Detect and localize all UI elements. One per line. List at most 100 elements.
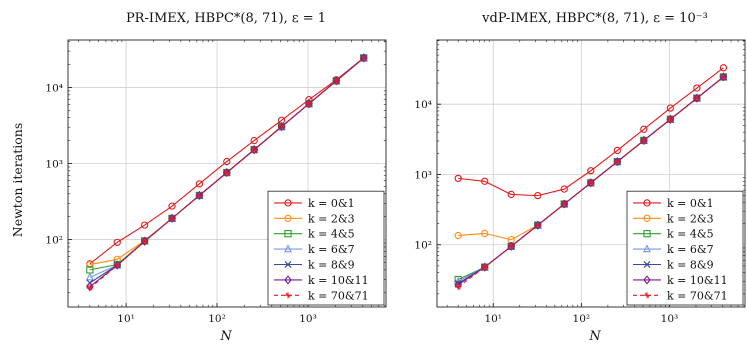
legend-label: k = 70&71 — [308, 289, 369, 302]
legend-entry: k = 8&9 — [633, 259, 714, 272]
series-0 — [454, 64, 728, 200]
data-point — [222, 168, 231, 178]
data-point — [278, 123, 285, 130]
legend-label: k = 4&5 — [667, 228, 714, 241]
left-chart-panel: PR-IMEX, HBPC*(8, 71), ε = 1 N Newton it… — [10, 11, 387, 344]
legend-entry: k = 2&3 — [633, 212, 714, 225]
data-point — [640, 137, 647, 144]
legend-entry: k = 6&7 — [633, 243, 714, 256]
legend-entry: k = 4&5 — [633, 228, 714, 241]
data-point — [533, 220, 542, 230]
data-point — [719, 72, 728, 82]
legend-entry: k = 4&5 — [274, 228, 355, 241]
data-point — [693, 93, 701, 103]
legend-entry: k = 10&11 — [633, 274, 728, 287]
data-point — [85, 272, 94, 281]
legend-marker — [284, 292, 292, 299]
x-axis-label: N — [219, 329, 232, 344]
data-point — [195, 190, 204, 201]
data-point — [141, 238, 148, 245]
legend-label: k = 6&7 — [667, 243, 714, 256]
data-point — [561, 200, 568, 208]
data-point — [507, 241, 516, 251]
data-point — [613, 146, 621, 155]
legend-marker — [643, 214, 651, 222]
data-point — [223, 157, 231, 166]
legend-label: k = 8&9 — [667, 259, 714, 272]
x-tick-label: 10¹ — [117, 313, 135, 325]
legend-marker — [643, 260, 651, 269]
legend-entry: k = 0&1 — [274, 197, 355, 210]
data-point — [168, 215, 176, 222]
data-point — [223, 169, 230, 176]
legend-box — [626, 190, 744, 306]
data-point — [614, 158, 621, 165]
x-tick-label: 10³ — [299, 313, 317, 325]
x-tick-label: 10¹ — [484, 313, 502, 325]
chart-title: PR-IMEX, HBPC*(8, 71), ε = 1 — [126, 11, 326, 26]
data-point — [454, 174, 462, 183]
x-axis-label: N — [588, 329, 601, 344]
data-point — [305, 100, 313, 107]
data-point — [481, 264, 488, 271]
plot-frame — [67, 39, 387, 308]
data-point — [113, 238, 121, 246]
data-point — [560, 185, 568, 193]
data-point — [693, 84, 701, 92]
y-tick-label: 10³ — [414, 169, 432, 181]
data-point — [168, 202, 176, 210]
data-point — [250, 136, 258, 145]
series-6 — [86, 54, 367, 292]
legend: k = 0&1 k = 2&3 k = 4&5 k = 6&7 k = 8&9 k = 1… — [267, 190, 385, 306]
x-tick-label: 10² — [573, 313, 591, 325]
data-point — [481, 177, 489, 185]
legend-entry: k = 8&9 — [274, 259, 355, 272]
legend-label: k = 2&3 — [667, 212, 714, 225]
data-point — [86, 260, 94, 269]
right-chart-panel: vdP-IMEX, HBPC*(8, 71), ε = 10⁻³ N 10¹ 10… — [414, 11, 746, 344]
data-point — [720, 73, 727, 81]
chart-title: vdP-IMEX, HBPC*(8, 71), ε = 10⁻³ — [481, 11, 708, 26]
data-point — [168, 213, 176, 223]
data-point — [534, 191, 542, 200]
data-point — [114, 262, 121, 269]
legend-marker — [643, 275, 651, 285]
legend-label: k = 6&7 — [308, 243, 355, 256]
data-point — [587, 167, 595, 175]
y-axis-label: Newton iterations — [10, 123, 25, 237]
legend-entry: k = 0&1 — [633, 197, 714, 210]
legend-label: k = 10&11 — [308, 274, 369, 287]
legend-label: k = 8&9 — [308, 259, 355, 272]
legend-marker — [643, 230, 651, 238]
legend-label: k = 0&1 — [308, 197, 355, 210]
y-tick-label: 10² — [414, 240, 432, 252]
data-point — [196, 192, 203, 199]
legend-entry: k = 70&71 — [633, 289, 728, 302]
data-point — [666, 104, 675, 112]
data-point — [195, 180, 204, 188]
data-point — [534, 222, 541, 229]
data-point — [667, 116, 674, 123]
plot-frame — [436, 39, 746, 308]
legend-marker — [284, 260, 292, 269]
data-point — [719, 64, 728, 72]
data-point — [454, 231, 462, 240]
x-tick-label: 10³ — [661, 313, 679, 325]
data-point — [360, 54, 367, 62]
legend-entry: k = 2&3 — [274, 212, 355, 225]
legend-label: k = 4&5 — [308, 228, 355, 241]
legend-marker — [284, 275, 292, 285]
data-point — [507, 190, 515, 199]
legend-marker — [643, 244, 651, 253]
data-point — [560, 199, 569, 209]
legend-marker — [284, 230, 292, 238]
series-line — [458, 67, 724, 197]
data-point — [455, 283, 462, 291]
legend: k = 0&1 k = 2&3 k = 4&5 k = 6&7 k = 8&9 k = 1… — [626, 190, 744, 306]
legend-marker — [284, 244, 292, 253]
legend-label: k = 70&71 — [667, 289, 728, 302]
data-point — [333, 77, 340, 84]
y-tick-label: 10⁴ — [45, 82, 63, 94]
y-tick-label: 10⁴ — [414, 99, 432, 111]
